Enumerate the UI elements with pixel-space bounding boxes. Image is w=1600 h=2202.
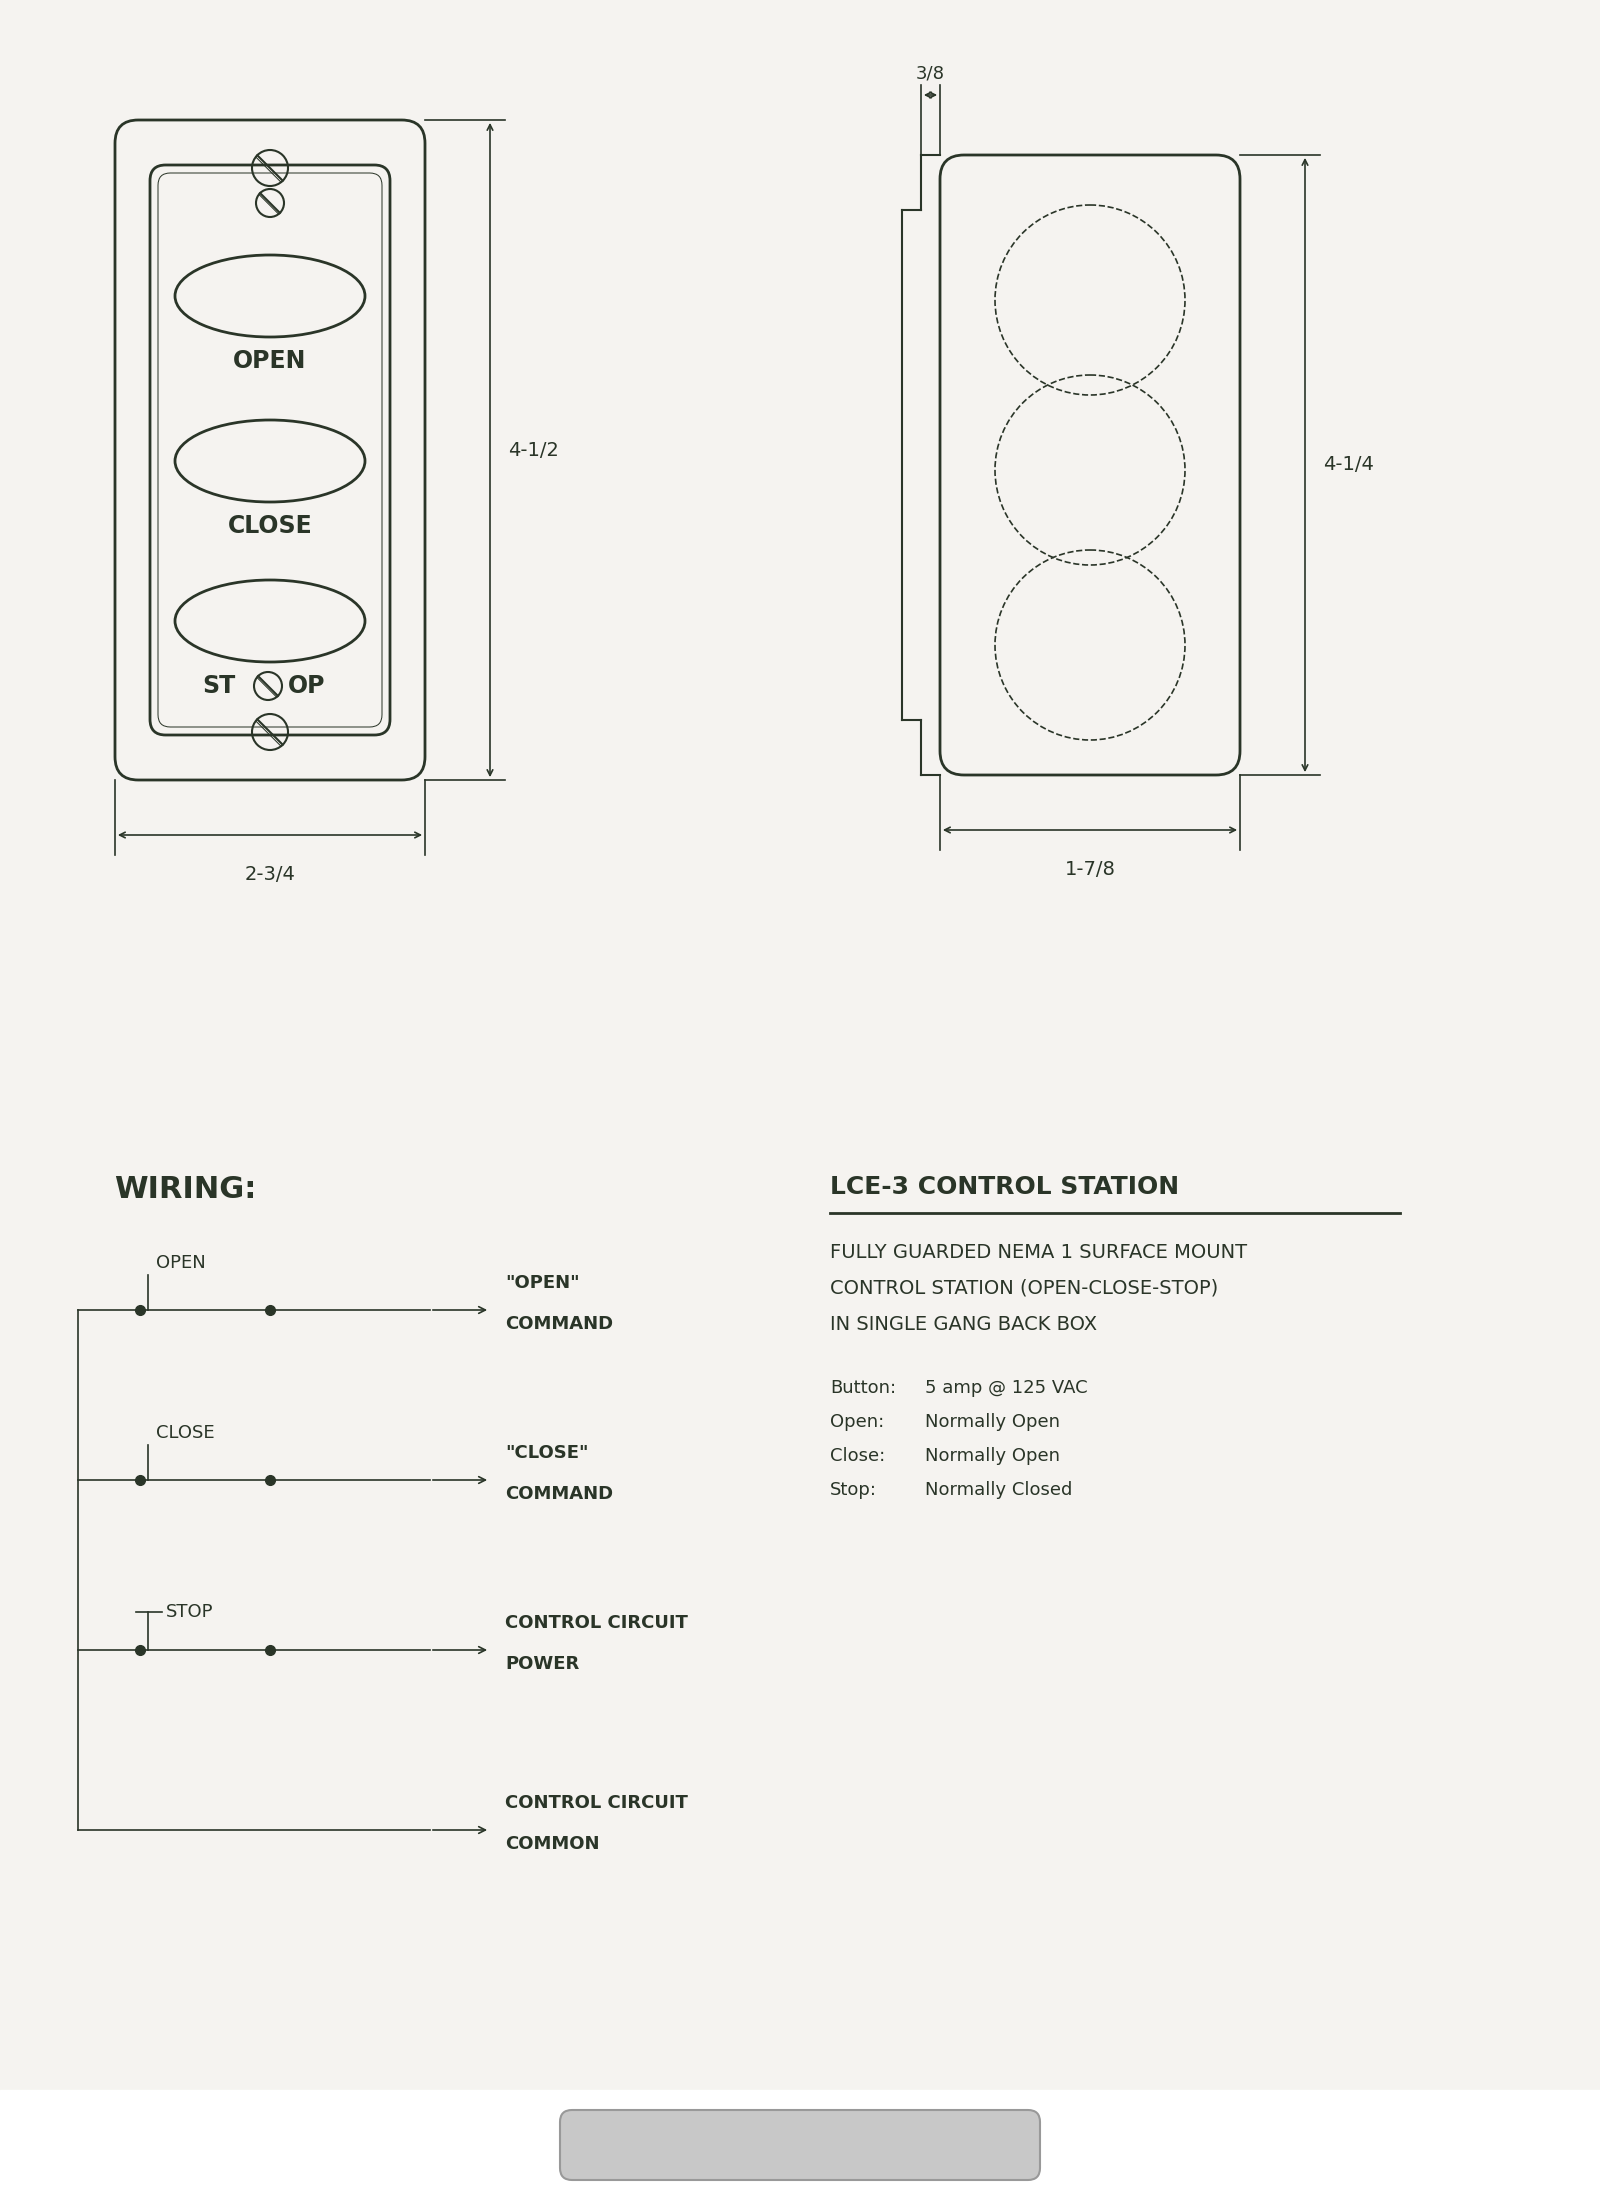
Text: Open:: Open: [830, 1414, 885, 1431]
Text: OP: OP [288, 674, 325, 698]
Text: CLOSE: CLOSE [227, 513, 312, 537]
Text: STOP: STOP [166, 1603, 213, 1621]
Text: Button:: Button: [830, 1378, 896, 1396]
FancyBboxPatch shape [115, 119, 426, 780]
Text: 4-1/4: 4-1/4 [1323, 456, 1374, 473]
Text: COMMON: COMMON [506, 1834, 600, 1854]
Text: CONTROL STATION (OPEN-CLOSE-STOP): CONTROL STATION (OPEN-CLOSE-STOP) [830, 1279, 1218, 1297]
Text: 1-7/8: 1-7/8 [1064, 861, 1115, 879]
Text: OPEN: OPEN [234, 348, 307, 372]
Text: 3/8: 3/8 [915, 66, 946, 84]
FancyBboxPatch shape [560, 2110, 1040, 2180]
Text: Close:: Close: [830, 1447, 885, 1464]
Text: COMMAND: COMMAND [506, 1484, 613, 1504]
Text: IN SINGLE GANG BACK BOX: IN SINGLE GANG BACK BOX [830, 1315, 1098, 1334]
Text: WIRING:: WIRING: [114, 1176, 256, 1204]
Text: POWER: POWER [506, 1656, 579, 1674]
Text: FULLY GUARDED NEMA 1 SURFACE MOUNT: FULLY GUARDED NEMA 1 SURFACE MOUNT [830, 1242, 1246, 1262]
Text: 4-1/2: 4-1/2 [509, 440, 558, 460]
Bar [0, 2090, 1600, 2202]
Text: CONTROL CIRCUIT: CONTROL CIRCUIT [506, 1795, 688, 1812]
Text: "OPEN": "OPEN" [506, 1275, 579, 1293]
Text: Normally Open: Normally Open [925, 1414, 1059, 1431]
Text: OPEN: OPEN [157, 1253, 206, 1273]
Text: ST: ST [203, 674, 237, 698]
Text: 5 amp @ 125 VAC: 5 amp @ 125 VAC [925, 1378, 1088, 1396]
Ellipse shape [174, 579, 365, 663]
Text: Normally Open: Normally Open [925, 1447, 1059, 1464]
Text: LCE-3 CONTROL STATION: LCE-3 CONTROL STATION [830, 1176, 1179, 1200]
Text: CLOSE: CLOSE [157, 1425, 214, 1442]
Ellipse shape [174, 421, 365, 502]
Text: CONTROL CIRCUIT: CONTROL CIRCUIT [506, 1614, 688, 1632]
Text: Stop:: Stop: [830, 1482, 877, 1500]
Text: "CLOSE": "CLOSE" [506, 1445, 589, 1462]
FancyBboxPatch shape [150, 165, 390, 735]
FancyBboxPatch shape [941, 154, 1240, 775]
Ellipse shape [174, 255, 365, 337]
Text: Normally Closed: Normally Closed [925, 1482, 1072, 1500]
Text: 2-3/4: 2-3/4 [245, 865, 296, 883]
Text: COMMAND: COMMAND [506, 1315, 613, 1332]
